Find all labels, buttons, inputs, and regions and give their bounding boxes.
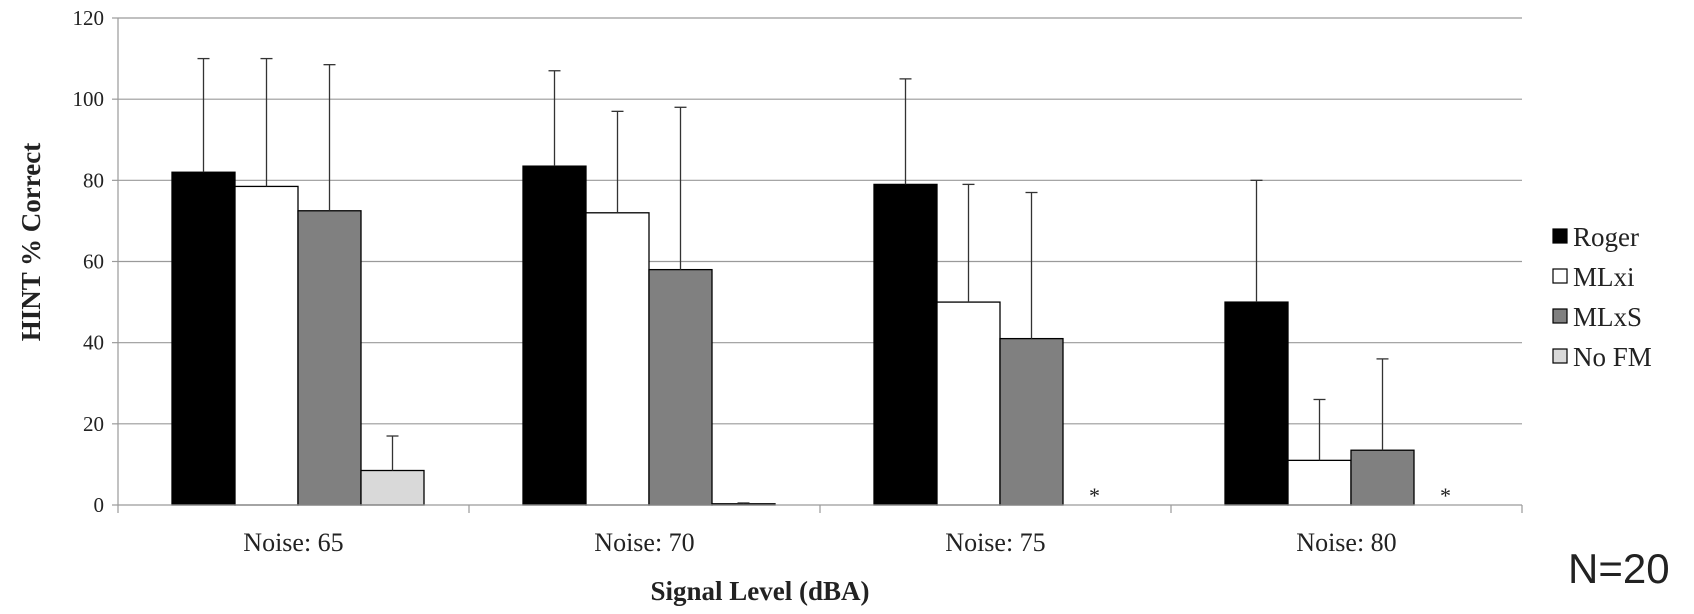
bar (585, 212, 650, 506)
missing-data-marker: * (1440, 483, 1451, 508)
bar (171, 171, 236, 506)
y-axis-title: HINT % Correct (16, 143, 46, 341)
y-tick-label: 60 (83, 250, 104, 274)
y-tick-label: 40 (83, 331, 104, 355)
bar (1350, 449, 1415, 506)
x-category-label: Noise: 65 (243, 528, 343, 557)
y-tick-label: 120 (73, 6, 105, 30)
legend-label: Roger (1573, 222, 1639, 252)
x-category-label: Noise: 75 (945, 528, 1045, 557)
bar (297, 210, 362, 506)
bar (936, 301, 1001, 506)
bar (648, 268, 713, 506)
legend-swatch (1552, 348, 1568, 364)
bar (999, 337, 1064, 506)
bar (234, 185, 299, 506)
bar (360, 469, 425, 506)
legend-swatch (1552, 308, 1568, 324)
legend-swatch (1552, 268, 1568, 284)
sample-size-note: N=20 (1568, 545, 1670, 592)
bar-layer: * * (171, 57, 1451, 508)
x-axis-title: Signal Level (dBA) (650, 576, 869, 606)
legend-swatch (1552, 228, 1568, 244)
x-category-label: Noise: 70 (594, 528, 694, 557)
axis-layer: 0 20 40 60 80 100 120 Noise: 65 Noise: 70 Noise: … (73, 6, 1523, 557)
y-tick-label: 100 (73, 87, 105, 111)
bar (1224, 301, 1289, 506)
x-category-label: Noise: 80 (1296, 528, 1396, 557)
bar (1287, 459, 1352, 506)
legend-label: No FM (1573, 342, 1652, 372)
legend-label: MLxS (1573, 302, 1642, 332)
legend-layer: Roger MLxi MLxS No FM (1552, 222, 1652, 372)
y-tick-label: 20 (83, 412, 104, 436)
y-tick-label: 80 (83, 168, 104, 192)
y-tick-label: 0 (94, 493, 105, 517)
bar (522, 165, 587, 506)
legend-label: MLxi (1573, 262, 1635, 292)
bar (873, 183, 938, 506)
missing-data-marker: * (1089, 483, 1100, 508)
